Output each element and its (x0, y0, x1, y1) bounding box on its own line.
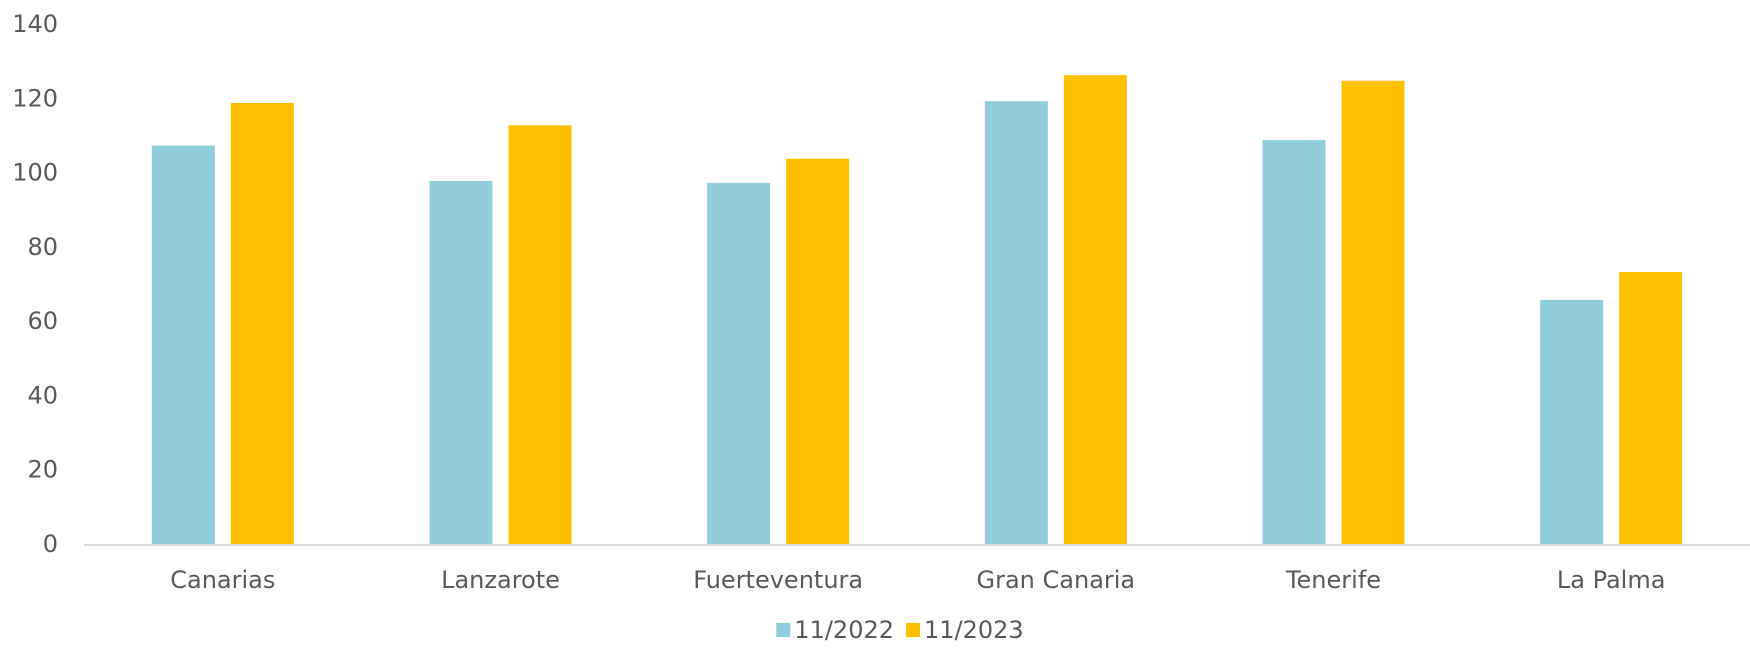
x-tick-label: La Palma (1557, 566, 1666, 594)
bar-series-1 (429, 181, 493, 545)
y-tick-label: 40 (27, 381, 58, 409)
legend-swatch (906, 623, 920, 637)
y-tick-label: 80 (27, 233, 58, 261)
y-tick-label: 140 (12, 10, 58, 38)
bar-series-2 (1341, 80, 1405, 545)
x-tick-label: Gran Canaria (977, 566, 1136, 594)
y-tick-label: 120 (12, 84, 58, 112)
y-tick-label: 0 (43, 530, 58, 558)
x-tick-label: Lanzarote (441, 566, 560, 594)
bar-series-1 (707, 182, 771, 545)
legend-item: 11/2023 (906, 616, 1024, 644)
bar-series-1 (1540, 299, 1604, 545)
legend-label: 11/2023 (924, 616, 1024, 644)
y-axis-ticks: 0 20 40 60 80 100 120 140 (12, 10, 58, 558)
legend-swatch (776, 623, 791, 637)
x-tick-label: Fuerteventura (693, 566, 863, 594)
legend: 11/2022 11/2023 (776, 616, 1024, 644)
bar-series-2 (1063, 75, 1127, 546)
bar-series-2 (230, 103, 294, 545)
y-tick-label: 100 (12, 159, 58, 187)
legend-item: 11/2022 (776, 616, 894, 644)
bar-series-1 (984, 101, 1048, 546)
x-tick-label: Tenerife (1285, 566, 1381, 594)
bar-series-1 (151, 145, 215, 545)
bars-group (151, 75, 1683, 546)
y-tick-label: 20 (27, 456, 58, 484)
bar-series-2 (786, 158, 850, 545)
x-tick-label: Canarias (170, 566, 275, 594)
y-tick-label: 60 (27, 307, 58, 335)
x-axis-ticks: Canarias Lanzarote Fuerteventura Gran Canar… (170, 566, 1665, 594)
legend-label: 11/2022 (794, 616, 894, 644)
bar-series-2 (508, 125, 572, 546)
bar-series-2 (1619, 272, 1683, 545)
bar-series-1 (1262, 140, 1326, 545)
